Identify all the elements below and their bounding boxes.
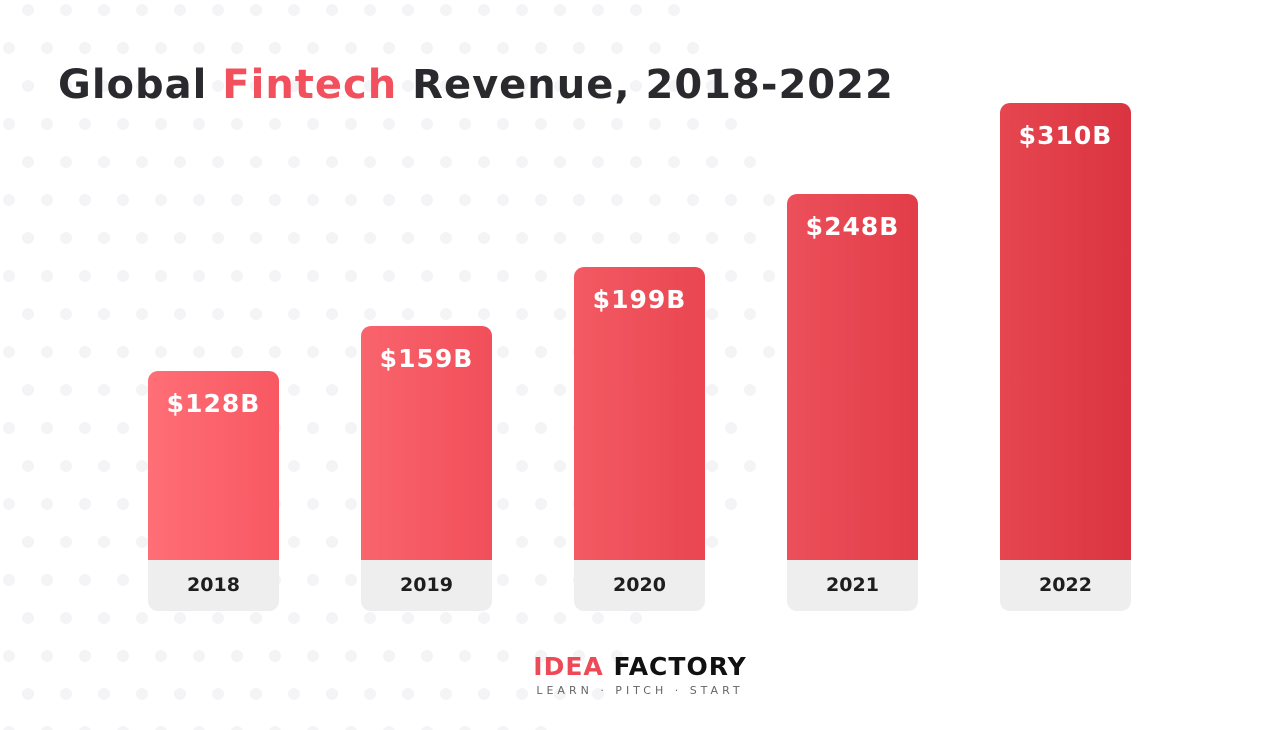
category-label: 2022 [1000, 560, 1131, 611]
bar-2020: $199B [574, 266, 705, 560]
data-label: $159B [379, 343, 474, 373]
data-label: $199B [592, 284, 687, 314]
data-label: $248B [805, 212, 900, 242]
logo-tagline: LEARN · PITCH · START [536, 684, 744, 697]
data-label: $310B [1018, 121, 1113, 150]
logo: IDEA FACTORY [0, 652, 1280, 681]
category-label: 2020 [574, 560, 705, 611]
category-label: 2021 [787, 560, 918, 611]
data-label: $128B [166, 389, 261, 419]
title-prefix: Global [58, 62, 223, 108]
bar-2019: $159B [361, 325, 492, 560]
logo-part1: IDEA [533, 652, 604, 681]
logo-part2: FACTORY [613, 652, 747, 681]
bar-2021: $248B [787, 194, 918, 560]
chart-title: Global Fintech Revenue, 2018-2022 [58, 62, 894, 108]
title-highlight: Fintech [222, 62, 398, 108]
category-label: 2019 [361, 560, 492, 611]
bar-2022: $310B [1000, 103, 1131, 560]
bar-2018: $128B [148, 371, 279, 560]
category-label: 2018 [148, 560, 279, 611]
title-suffix: Revenue, 2018-2022 [397, 62, 894, 108]
